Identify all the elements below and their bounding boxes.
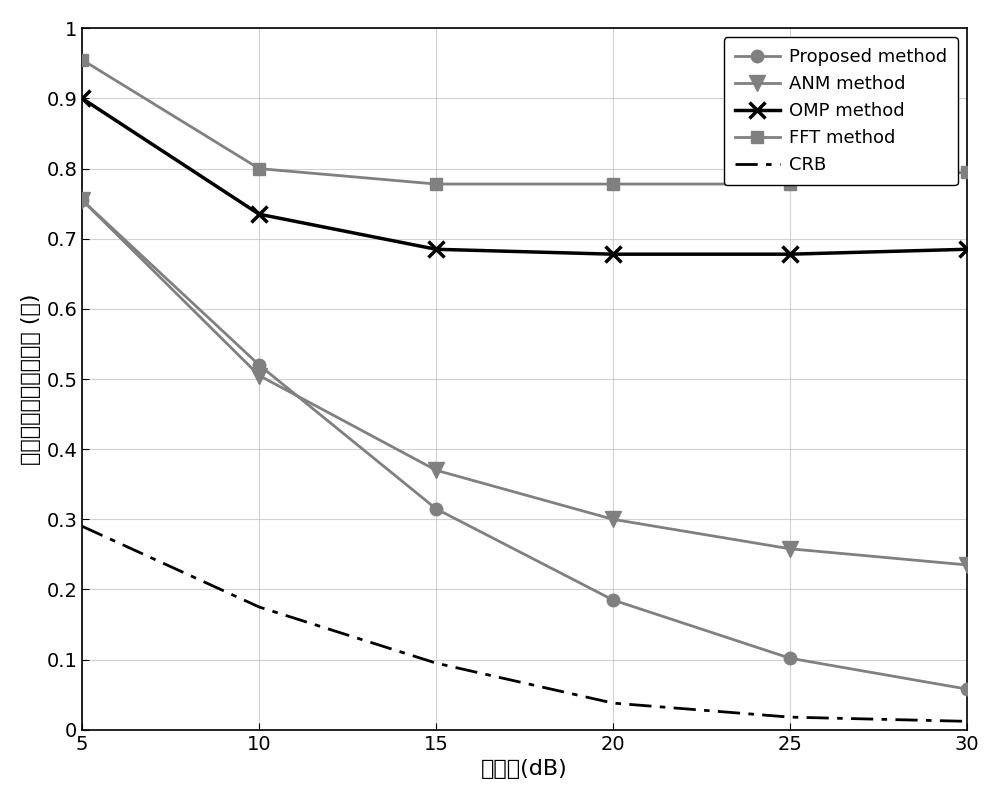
Line: ANM method: ANM method	[75, 193, 974, 573]
Proposed method	[784, 654, 796, 663]
Y-axis label: 到达角估计均方误差値 (度): 到达角估计均方误差値 (度)	[21, 294, 41, 465]
Line: OMP method: OMP method	[74, 90, 975, 262]
Line: FFT method: FFT method	[76, 54, 973, 190]
X-axis label: 信噪比(dB): 信噪比(dB)	[481, 759, 568, 779]
ANM method	[430, 466, 442, 475]
CRB	[607, 698, 619, 708]
CRB	[430, 658, 442, 668]
Legend: Proposed method, ANM method, OMP method, FFT method, CRB: Proposed method, ANM method, OMP method,…	[724, 38, 958, 185]
Proposed method	[253, 360, 265, 370]
OMP method	[607, 250, 619, 259]
CRB	[784, 712, 796, 722]
ANM method	[784, 544, 796, 554]
CRB	[961, 717, 973, 726]
Proposed method	[76, 195, 88, 205]
OMP method	[253, 210, 265, 219]
CRB	[76, 522, 88, 531]
ANM method	[961, 560, 973, 570]
FFT method	[961, 167, 973, 177]
ANM method	[76, 195, 88, 205]
FFT method	[430, 179, 442, 189]
Line: CRB: CRB	[82, 526, 967, 722]
FFT method	[607, 179, 619, 189]
OMP method	[76, 94, 88, 103]
ANM method	[253, 370, 265, 380]
Line: Proposed method: Proposed method	[76, 194, 973, 695]
FFT method	[784, 179, 796, 189]
Proposed method	[961, 684, 973, 694]
Proposed method	[430, 504, 442, 514]
OMP method	[430, 245, 442, 254]
OMP method	[961, 245, 973, 254]
Proposed method	[607, 595, 619, 605]
CRB	[253, 602, 265, 612]
FFT method	[76, 55, 88, 65]
FFT method	[253, 164, 265, 174]
ANM method	[607, 514, 619, 524]
OMP method	[784, 250, 796, 259]
